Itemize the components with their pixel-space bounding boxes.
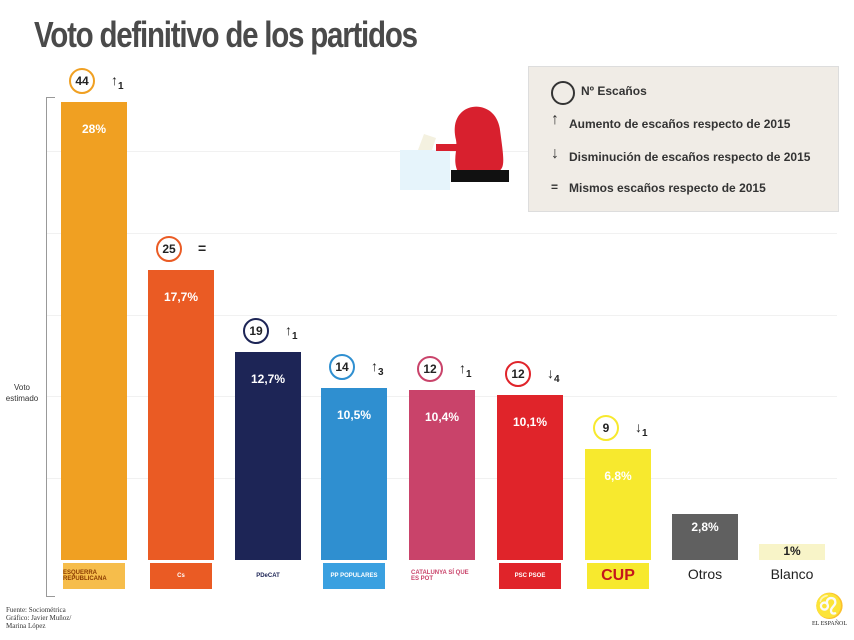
seat-change: 3 xyxy=(378,367,384,379)
legend-down: Disminución de escaños respecto de 2015 xyxy=(569,150,811,164)
party-logo: PP POPULARES xyxy=(323,563,385,589)
credit-line: Marina López xyxy=(6,622,46,630)
bar xyxy=(148,270,214,560)
legend-seats: Nº Escaños xyxy=(581,84,647,98)
party-logo: ESQUERRA REPUBLICANA xyxy=(63,563,125,589)
bar xyxy=(409,389,475,560)
legend-up: Aumento de escaños respecto de 2015 xyxy=(569,117,791,131)
data-label: 17,7% xyxy=(163,290,199,305)
seat-change: 1 xyxy=(642,427,648,439)
bar xyxy=(759,543,825,560)
arrow-down-icon: ↓1 xyxy=(635,418,648,439)
category-label: Otros xyxy=(687,566,723,582)
data-label: 1% xyxy=(783,543,801,558)
bar xyxy=(585,448,651,560)
bar xyxy=(321,388,387,560)
seat-count: 44 xyxy=(69,68,95,94)
arrow-up-icon: ↑ xyxy=(551,111,559,128)
arrow-up-icon: ↑1 xyxy=(285,322,298,343)
legend-same: Mismos escaños respecto de 2015 xyxy=(569,181,766,195)
party-logo: CUP xyxy=(587,563,649,589)
data-label: 10,1% xyxy=(512,414,548,429)
data-label: 2,8% xyxy=(691,520,719,535)
seat-change: 1 xyxy=(118,80,124,92)
credit-line: Gráfico: Javier Muñoz/ xyxy=(6,614,72,622)
arrow-up-icon: ↑1 xyxy=(459,359,472,380)
seat-count: 25 xyxy=(156,236,182,263)
y-axis-label: Voto estimado xyxy=(5,383,39,403)
seat-count: 12 xyxy=(505,360,531,387)
arrow-down-icon: ↓4 xyxy=(547,364,560,385)
data-label: 10,4% xyxy=(424,409,460,424)
party-logo: CATALUNYA SÍ QUE ES POT xyxy=(411,563,473,589)
data-label: 6,8% xyxy=(604,468,632,483)
source-note: Fuente: Sociométrica Gráfico: Javier Muñ… xyxy=(6,606,71,630)
source-line: Fuente: Sociométrica xyxy=(6,606,66,614)
bar xyxy=(497,394,563,560)
data-label: 10,5% xyxy=(336,408,372,423)
bar xyxy=(672,514,738,560)
y-axis-bracket xyxy=(46,97,55,597)
category-label: Blanco xyxy=(770,566,814,582)
bar xyxy=(235,352,301,560)
legend: Nº Escaños ↑ Aumento de escaños respecto… xyxy=(528,66,839,212)
mascot-voting-illustration xyxy=(400,106,509,190)
chart-title: Voto definitivo de los partidos xyxy=(34,14,418,55)
party-logo: PDeCAT xyxy=(237,563,299,589)
seat-count: 12 xyxy=(417,355,443,382)
arrow-up-icon: ↑3 xyxy=(371,358,384,379)
party-logo: Cs xyxy=(150,563,212,589)
gridline xyxy=(47,232,837,234)
equals-icon: = xyxy=(551,180,559,194)
seat-count: 19 xyxy=(243,318,269,345)
seat-change: 4 xyxy=(554,373,560,385)
seat-change: 1 xyxy=(466,368,472,380)
party-logo: PSC PSOE xyxy=(499,563,561,589)
equals-icon: = xyxy=(198,240,207,257)
seat-change: 1 xyxy=(292,331,298,343)
data-label: 28% xyxy=(81,122,107,136)
data-label: 12,7% xyxy=(250,372,286,387)
arrow-down-icon: ↓ xyxy=(551,145,559,162)
seat-count: 9 xyxy=(593,414,619,441)
brand-logo: ♌ EL ESPAÑOL xyxy=(812,594,848,627)
arrow-up-icon: ↑1 xyxy=(111,72,124,92)
bar xyxy=(61,102,127,560)
seat-count: 14 xyxy=(329,354,355,381)
gridline xyxy=(47,314,837,316)
seat-circle-icon xyxy=(551,81,575,105)
